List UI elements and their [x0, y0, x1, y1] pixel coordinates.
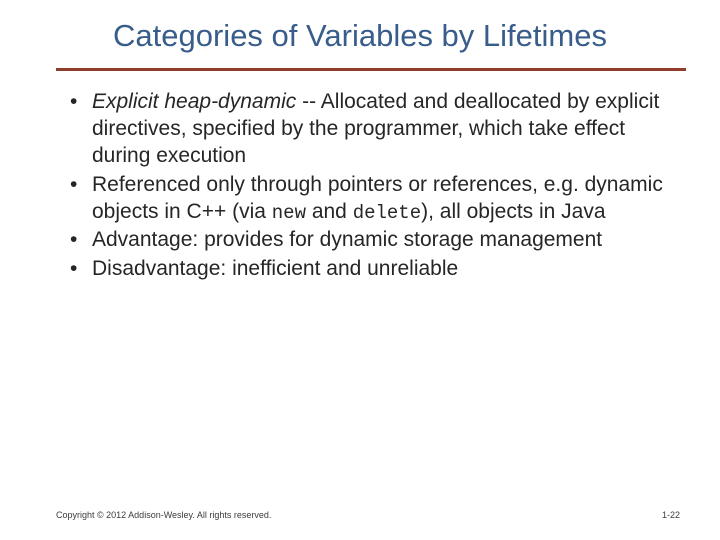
bullet-item: Advantage: provides for dynamic storage … — [68, 227, 670, 254]
bullet-list: Explicit heap-dynamic -- Allocated and d… — [68, 89, 670, 283]
body-text: Advantage: provides for dynamic storage … — [92, 228, 602, 251]
body-text: -- — [296, 90, 321, 113]
copyright-text: Copyright © 2012 Addison-Wesley. All rig… — [56, 510, 271, 520]
slide-footer: Copyright © 2012 Addison-Wesley. All rig… — [56, 510, 680, 520]
body-text: and — [306, 200, 353, 223]
bullet-item: Explicit heap-dynamic -- Allocated and d… — [68, 89, 670, 170]
slide: Categories of Variables by Lifetimes Exp… — [0, 0, 720, 540]
bullet-item: Disadvantage: inefficient and unreliable — [68, 256, 670, 283]
bullet-item: Referenced only through pointers or refe… — [68, 172, 670, 226]
term-italic: Explicit heap-dynamic — [92, 90, 296, 113]
slide-body: Explicit heap-dynamic -- Allocated and d… — [0, 71, 720, 283]
body-text: Disadvantage: inefficient and unreliable — [92, 257, 458, 280]
code-text: delete — [353, 202, 421, 224]
code-text: new — [272, 202, 306, 224]
page-number: 1-22 — [662, 510, 680, 520]
body-text: ), all objects in Java — [421, 200, 605, 223]
slide-title: Categories of Variables by Lifetimes — [0, 0, 720, 68]
